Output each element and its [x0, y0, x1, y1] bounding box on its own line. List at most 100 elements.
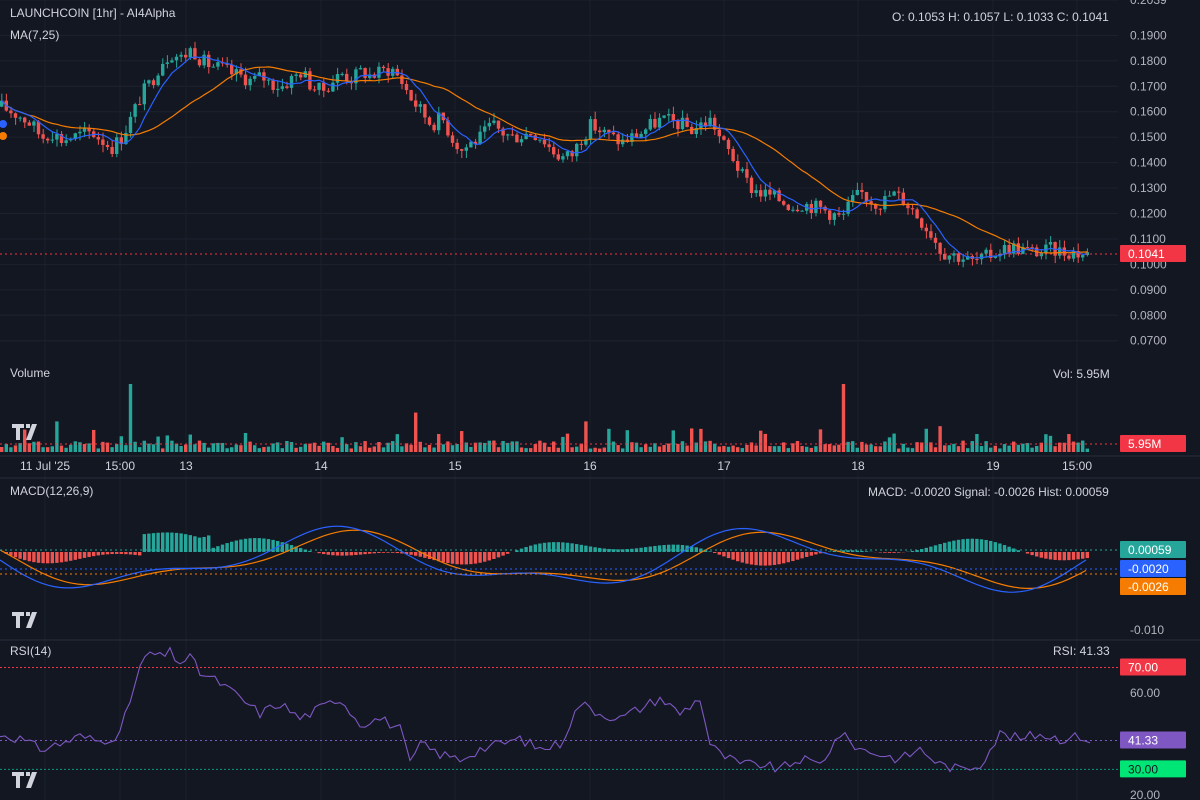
candle-body	[616, 134, 620, 145]
volume-bar	[248, 441, 252, 452]
candle-body	[690, 126, 694, 135]
candle-body	[828, 210, 832, 220]
rsi-line	[0, 646, 1091, 773]
tradingview-logo-icon	[12, 612, 37, 628]
candle-body	[860, 189, 864, 192]
candle-body	[368, 74, 372, 78]
candle-body	[584, 139, 588, 145]
volume-bar	[335, 447, 340, 452]
macd-hist-bar	[340, 552, 344, 556]
volume-bar	[519, 447, 524, 452]
macd-hist-bar	[800, 552, 804, 559]
candle-body	[754, 190, 758, 194]
time-axis-tick: 15:00	[105, 459, 135, 473]
candle-body	[570, 151, 574, 157]
candle-body	[731, 149, 735, 162]
rsi-upper-badge-bg	[1120, 658, 1186, 676]
macd-line	[0, 525, 1087, 593]
volume-bar	[515, 441, 519, 452]
macd-hist-bar	[138, 552, 142, 556]
macd-hist-bar	[657, 545, 662, 552]
volume-bar	[763, 433, 767, 452]
volume-bar	[234, 444, 238, 452]
volume-bar	[1039, 442, 1043, 452]
candle-body	[607, 129, 611, 133]
macd-hist-bar	[846, 550, 850, 552]
price-axis-tick: 0.1700	[1130, 79, 1167, 93]
volume-bar	[437, 434, 441, 452]
volume-bar	[492, 440, 496, 452]
macd-hist-bar	[386, 552, 390, 553]
macd-hist-bar	[883, 552, 887, 553]
macd-hist-bar	[335, 552, 340, 556]
candle-body	[234, 69, 238, 75]
volume-bar	[1071, 441, 1076, 452]
candle-body	[653, 118, 657, 128]
candle-body	[506, 134, 510, 136]
volume-bar	[478, 442, 482, 452]
volume-bar	[496, 447, 501, 452]
macd-label: MACD(12,26,9)	[10, 484, 94, 498]
macd-hist-bar	[915, 550, 919, 552]
candle-body	[924, 227, 928, 232]
volume-bar	[9, 447, 13, 452]
macd-hist-bar	[427, 552, 432, 559]
time-axis-tick: 18	[851, 459, 865, 473]
volume-bar	[211, 443, 215, 452]
candle-body	[266, 79, 271, 81]
candle-body	[78, 131, 82, 134]
candle-body	[207, 54, 211, 68]
candle-body	[933, 237, 938, 243]
macd-hist-bar	[464, 552, 468, 565]
volume-bar	[1002, 444, 1007, 452]
volume-bar	[128, 384, 133, 452]
macd-hist-bar	[943, 542, 947, 552]
candle-body	[680, 117, 685, 130]
volume-bar	[151, 444, 156, 452]
candle-body	[492, 120, 496, 123]
macd-hist-bar	[18, 552, 22, 559]
volume-bar	[772, 446, 777, 452]
macd-hist-bar	[1030, 552, 1034, 556]
macd-hist-bar	[225, 543, 229, 552]
candle-body	[289, 75, 294, 88]
volume-bar	[897, 448, 901, 452]
candle-body	[239, 69, 243, 75]
candle-body	[418, 104, 422, 107]
candle-body	[984, 249, 988, 254]
candle-body	[253, 76, 257, 79]
macd-hist-bar	[59, 552, 64, 563]
volume-bar	[561, 436, 565, 452]
macd-hist-bar	[602, 548, 606, 552]
price-axis-tick: 0.1200	[1130, 206, 1167, 220]
volume-bar	[552, 441, 556, 452]
macd-hist-bar	[317, 552, 321, 554]
macd-hist-bar	[929, 546, 933, 552]
candle-body	[966, 256, 970, 260]
tradingview-logo-icon	[12, 772, 37, 788]
macd-hist-bar	[920, 549, 924, 552]
volume-bar	[731, 445, 735, 452]
volume-bar	[1085, 448, 1089, 452]
price-axis-tick: 0.1800	[1130, 54, 1167, 68]
macd-hist-bar	[621, 549, 625, 552]
candle-body	[299, 74, 303, 78]
candle-body	[59, 134, 64, 143]
macd-hist-bar	[851, 550, 855, 552]
candle-body	[529, 133, 533, 136]
macd-hist-bar	[625, 549, 629, 552]
macd-hist-bar	[285, 543, 289, 552]
candle-body	[561, 156, 565, 160]
volume-bar	[4, 443, 8, 452]
macd-hist-bar	[220, 544, 225, 552]
ma7-line	[1, 56, 1088, 259]
macd-hist-bar	[184, 534, 188, 552]
candle-body	[703, 122, 708, 127]
candle-body	[1025, 247, 1030, 249]
candle-body	[432, 124, 436, 131]
volume-bar	[1076, 442, 1080, 452]
macd-hist-bar	[1085, 552, 1089, 559]
candle-body	[947, 255, 951, 260]
candle-body	[381, 66, 386, 69]
volume-bar	[59, 445, 64, 452]
